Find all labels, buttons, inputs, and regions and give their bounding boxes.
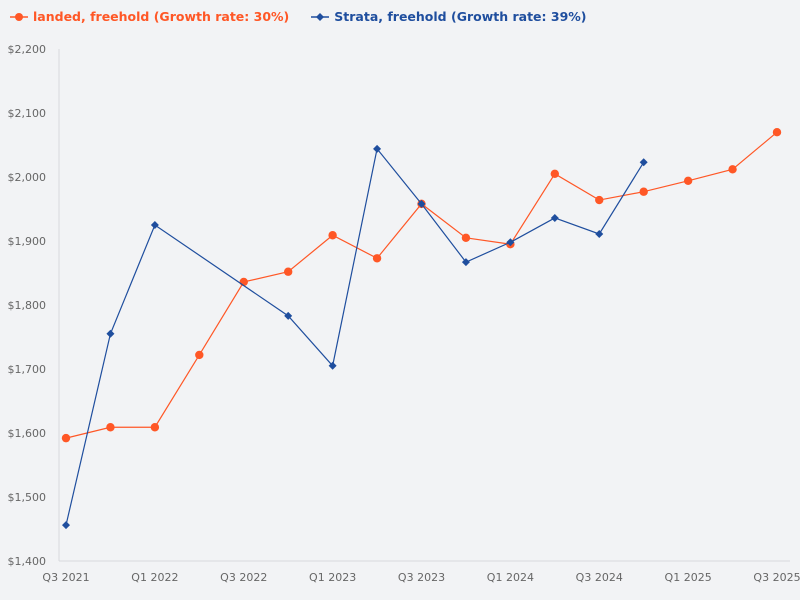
data-point-diamond — [417, 199, 426, 208]
data-point-diamond — [150, 221, 159, 229]
y-tick-label: $1,700 — [8, 363, 47, 376]
data-point-diamond — [62, 521, 70, 530]
data-point-circle — [61, 433, 71, 443]
x-tick-label: Q1 2025 — [665, 571, 712, 584]
x-tick-label: Q1 2024 — [487, 571, 534, 584]
data-point-diamond — [373, 144, 382, 153]
data-point-diamond — [106, 329, 115, 338]
series-line-0 — [65, 131, 778, 439]
data-point-diamond — [550, 213, 559, 222]
legend-circle-marker-icon — [10, 12, 28, 21]
y-tick-label: $2,100 — [8, 107, 47, 120]
data-point-circle — [372, 254, 382, 263]
series-line-1 — [65, 147, 645, 526]
y-tick-label: $1,900 — [8, 235, 47, 248]
x-tick-label: Q3 2021 — [42, 571, 89, 584]
x-tick-label: Q3 2024 — [576, 571, 623, 584]
x-tick-label: Q3 2023 — [398, 571, 445, 584]
x-tick-label: Q3 2022 — [220, 571, 267, 584]
legend-item-landed[interactable]: landed, freehold (Growth rate: 30%) — [10, 9, 289, 24]
legend-item-strata[interactable]: Strata, freehold (Growth rate: 39%) — [311, 9, 587, 24]
data-point-diamond — [328, 361, 337, 370]
data-point-diamond — [461, 258, 470, 267]
data-point-circle — [683, 176, 693, 186]
y-tick-label: $1,600 — [8, 427, 47, 440]
data-point-diamond — [506, 238, 515, 247]
data-point-diamond — [595, 229, 604, 238]
data-point-circle — [195, 350, 204, 360]
data-point-circle — [728, 165, 737, 174]
y-tick-label: $2,200 — [8, 43, 47, 56]
y-tick-label: $1,400 — [8, 555, 47, 568]
data-point-diamond — [284, 311, 293, 320]
legend-label: Strata, freehold (Growth rate: 39%) — [334, 9, 587, 24]
legend-label: landed, freehold (Growth rate: 30%) — [33, 9, 290, 24]
data-point-circle — [106, 423, 115, 432]
data-point-circle — [550, 169, 560, 178]
x-tick-label: Q3 2025 — [753, 571, 800, 584]
y-tick-label: $1,800 — [8, 299, 47, 312]
x-tick-label: Q1 2022 — [131, 571, 178, 584]
data-point-circle — [150, 423, 160, 432]
legend: landed, freehold (Growth rate: 30%) Stra… — [10, 9, 587, 24]
y-tick-label: $1,500 — [8, 491, 47, 504]
data-point-circle — [461, 233, 471, 242]
legend-diamond-marker-icon — [311, 12, 330, 21]
data-point-circle — [283, 267, 293, 276]
data-point-circle — [772, 128, 782, 137]
data-point-circle — [328, 231, 337, 240]
x-tick-label: Q1 2023 — [309, 571, 356, 584]
data-point-diamond — [639, 158, 648, 167]
y-tick-label: $2,000 — [8, 171, 47, 184]
data-point-circle — [639, 187, 648, 196]
data-point-circle — [595, 195, 604, 205]
